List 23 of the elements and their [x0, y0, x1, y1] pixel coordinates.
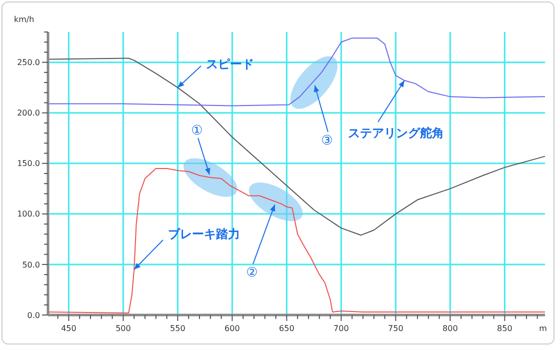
x-tick-label: 500	[116, 324, 131, 333]
line-series	[48, 168, 546, 314]
y-tick-label: 100.0	[17, 210, 40, 219]
annotation: ②	[246, 266, 258, 281]
annotation: ①	[191, 124, 203, 139]
x-tick-label: 750	[388, 324, 404, 333]
y-tick-label: 200.0	[17, 108, 40, 118]
text: ステアリング舵角	[348, 126, 444, 140]
line-series	[48, 38, 546, 106]
y-tick-label: 150.0	[17, 159, 40, 168]
y-tick-label: 0.0	[27, 310, 40, 320]
y-tick-label: 250.0	[17, 58, 40, 68]
x-tick-label: 650	[279, 324, 294, 333]
x-tick-label: 550	[170, 324, 186, 333]
annotation: ③	[321, 134, 333, 149]
x-tick-label: 600	[224, 324, 240, 333]
x-tick-label: 850	[497, 324, 512, 333]
x-tick-label: 450	[61, 324, 76, 333]
x-tick-label: 800	[442, 324, 458, 333]
x-tick-label: 700	[334, 324, 349, 333]
y-tick-label: 50.0	[22, 260, 40, 270]
y-axis-title: km/h	[14, 15, 34, 24]
x-axis-title: m	[539, 324, 548, 333]
